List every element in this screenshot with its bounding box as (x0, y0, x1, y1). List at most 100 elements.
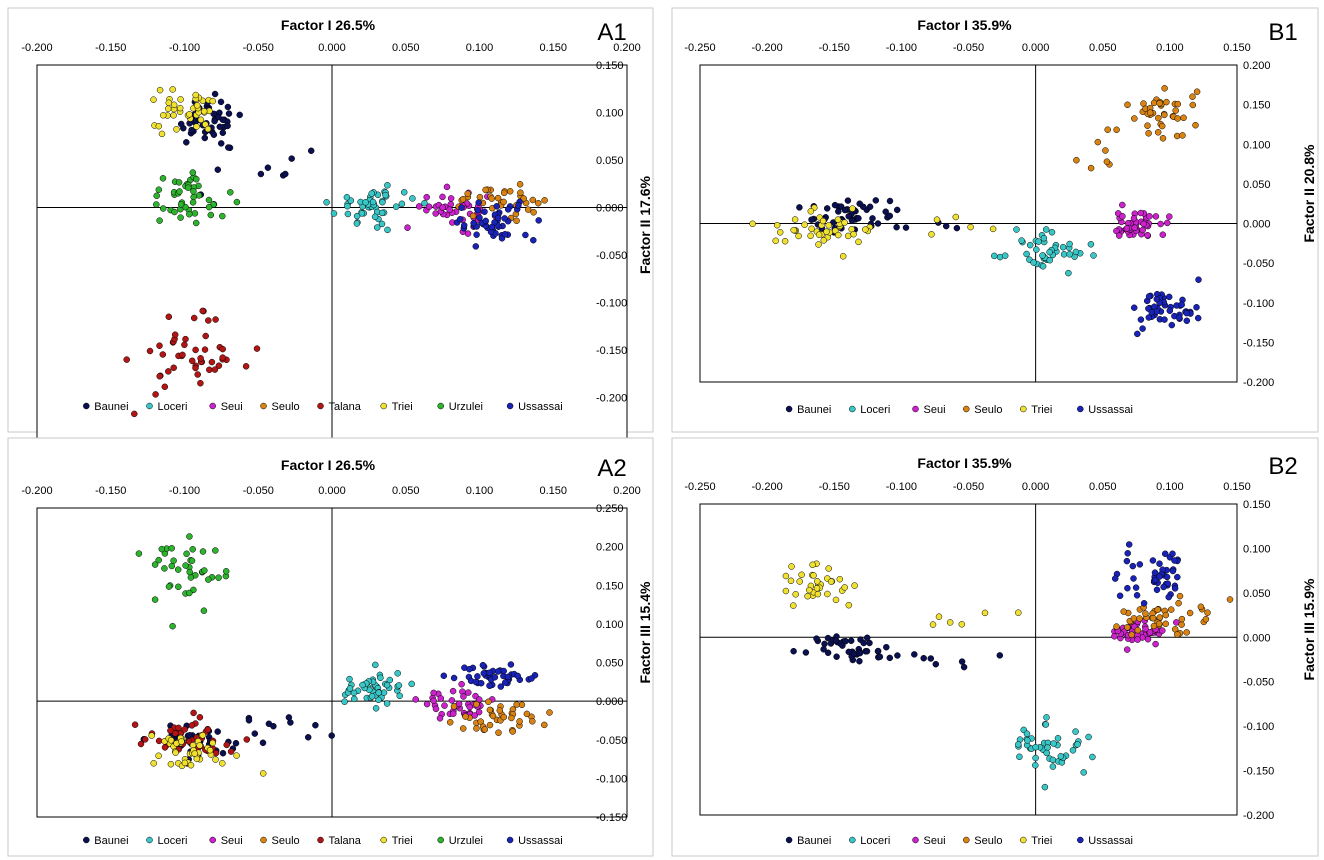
point-triei (167, 760, 175, 768)
legend-label-seui: Seui (221, 401, 243, 413)
point-talana (190, 314, 198, 322)
point-loceri (1046, 248, 1053, 256)
point-seulo (1189, 93, 1196, 100)
point-ussassai (1124, 550, 1131, 557)
point-talana (223, 741, 230, 749)
point-seulo (464, 190, 471, 197)
point-ussassai (1145, 293, 1153, 300)
point-loceri (1085, 733, 1092, 741)
point-seulo (462, 713, 469, 720)
point-baunei (257, 170, 265, 178)
point-triei (772, 237, 779, 245)
points (123, 86, 548, 418)
point-triei (233, 752, 240, 759)
point-seui (1159, 231, 1167, 238)
legend-marker-triei (1020, 405, 1027, 413)
point-triei (809, 561, 816, 569)
x-tick-label: -0.150 (95, 485, 126, 497)
point-urzulei (191, 210, 199, 217)
point-ussassai (486, 669, 493, 677)
legend-marker-triei (380, 836, 387, 844)
point-talana (227, 748, 235, 755)
point-triei (795, 232, 802, 240)
point-ussassai (472, 678, 480, 686)
point-baunei (866, 639, 873, 647)
point-triei (790, 602, 797, 609)
x-tick-label: -0.100 (169, 485, 200, 497)
point-loceri (375, 689, 382, 696)
point-urzulei (233, 198, 241, 206)
y-tick-label: 0.050 (596, 658, 624, 670)
legend-label-seui: Seui (221, 835, 243, 847)
point-seulo (473, 701, 480, 708)
point-seulo (1094, 138, 1102, 146)
point-loceri (421, 199, 428, 207)
point-urzulei (186, 568, 193, 576)
point-urzulei (168, 545, 175, 552)
point-baunei (813, 635, 820, 642)
point-ussassai (535, 217, 542, 224)
point-loceri (1042, 226, 1050, 233)
point-triei (958, 621, 966, 628)
point-loceri (1013, 226, 1020, 233)
point-triei (1015, 609, 1022, 616)
point-loceri (1024, 737, 1031, 744)
x-tick-label: 0.100 (466, 42, 494, 54)
point-urzulei (153, 201, 160, 208)
y-axis-title: Factor II 20.8% (1301, 144, 1317, 243)
point-seulo (1202, 615, 1210, 623)
point-urzulei (215, 574, 222, 581)
point-seulo (541, 721, 548, 729)
point-seulo (1193, 88, 1201, 95)
point-seulo (1130, 615, 1138, 622)
legend-marker-triei (1020, 836, 1027, 844)
point-loceri (359, 681, 366, 689)
point-ussassai (456, 215, 464, 223)
point-baunei (821, 640, 828, 648)
point-baunei (219, 749, 227, 757)
point-seulo (1113, 623, 1120, 630)
point-baunei (872, 197, 880, 204)
point-triei (836, 575, 844, 583)
x-tick-label: 0.050 (1089, 42, 1117, 54)
point-seulo (1183, 629, 1190, 636)
point-seui (1119, 201, 1126, 209)
point-talana (219, 354, 226, 361)
point-talana (253, 345, 261, 352)
point-triei (928, 231, 935, 238)
point-talana (202, 332, 209, 340)
legend-marker-loceri (849, 836, 856, 844)
point-baunei (883, 643, 890, 651)
point-seulo (469, 212, 477, 220)
point-baunei (960, 663, 968, 671)
point-seulo (546, 709, 553, 716)
y-tick-label: -0.100 (596, 773, 627, 785)
point-baunei (860, 639, 867, 647)
point-seui (447, 201, 455, 208)
point-baunei (790, 647, 797, 655)
point-urzulei (158, 545, 166, 553)
point-ussassai (1116, 592, 1124, 600)
point-ussassai (1156, 560, 1163, 567)
point-ussassai (480, 670, 488, 677)
y-tick-label: 0.100 (1243, 543, 1271, 555)
point-ussassai (1134, 330, 1141, 338)
point-urzulei (151, 561, 159, 568)
x-tick-label: 0.000 (1022, 42, 1050, 54)
point-loceri (1048, 228, 1056, 236)
point-seui (443, 183, 451, 191)
point-triei (841, 219, 848, 226)
point-seulo (1158, 122, 1166, 130)
panel-b2: -0.250 -0.200 -0.150 -0.100 -0.050 0.000 0.050… (671, 437, 1319, 857)
point-ussassai (1165, 593, 1172, 601)
point-seui (446, 206, 453, 213)
y-tick-label: 0.250 (596, 503, 624, 515)
point-loceri (1057, 753, 1065, 760)
point-triei (781, 237, 789, 245)
point-seulo (500, 198, 507, 206)
point-talana (131, 410, 138, 418)
point-loceri (368, 190, 375, 197)
point-triei (782, 587, 790, 595)
point-urzulei (183, 550, 190, 558)
